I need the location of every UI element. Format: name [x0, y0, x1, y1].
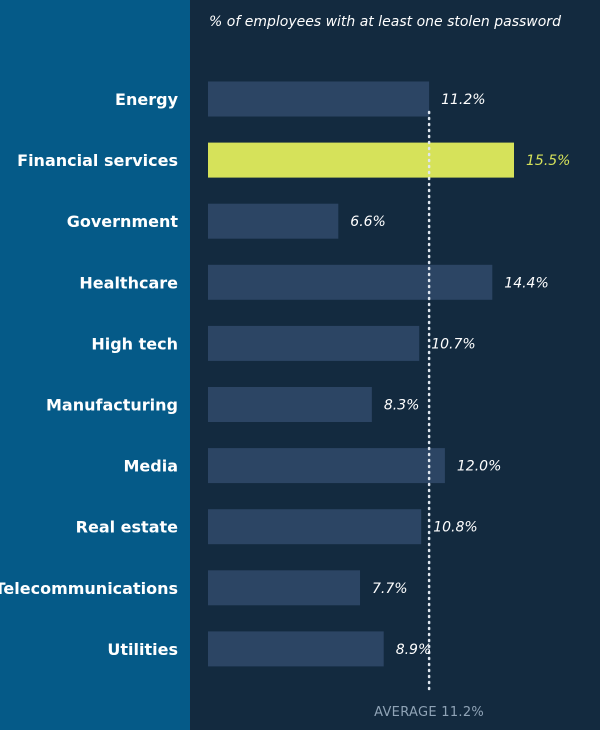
highlight-bar	[208, 142, 514, 178]
value-label: 14.4%	[504, 275, 548, 291]
category-panel	[0, 0, 190, 730]
bar	[208, 631, 384, 667]
value-label: 6.6%	[350, 214, 386, 230]
category-label: Utilities	[107, 640, 178, 659]
bar	[208, 570, 361, 606]
bar	[208, 203, 339, 239]
value-label: 8.9%	[396, 642, 432, 658]
chart-title: % of employees with at least one stolen …	[209, 14, 561, 30]
bar	[208, 264, 493, 300]
category-label: Government	[67, 212, 179, 231]
value-label: 12.0%	[457, 459, 501, 475]
average-label: AVERAGE 11.2%	[374, 705, 484, 720]
bar	[208, 81, 430, 117]
category-label: Telecommunications	[0, 579, 178, 598]
value-label: 11.2%	[441, 92, 485, 108]
value-label: 10.7%	[431, 336, 475, 352]
category-label: Manufacturing	[46, 396, 178, 415]
value-label: 10.8%	[433, 520, 477, 536]
bar	[208, 387, 372, 422]
plot-panel	[190, 0, 600, 730]
value-label: 7.7%	[372, 581, 408, 597]
category-label: High tech	[91, 334, 178, 353]
bars-layer	[208, 81, 514, 667]
category-label: Financial services	[17, 151, 178, 170]
category-label: Energy	[115, 90, 179, 109]
category-label: Real estate	[76, 518, 178, 537]
category-label: Media	[123, 457, 178, 476]
labels-layer: Energy 11.2% Financial services 15.5% Govern…	[0, 90, 570, 659]
bar	[208, 509, 422, 545]
value-label: 15.5%	[526, 153, 570, 169]
value-label: 8.3%	[384, 398, 420, 414]
bar	[208, 448, 445, 484]
bar	[208, 325, 420, 361]
category-label: Healthcare	[79, 273, 178, 292]
